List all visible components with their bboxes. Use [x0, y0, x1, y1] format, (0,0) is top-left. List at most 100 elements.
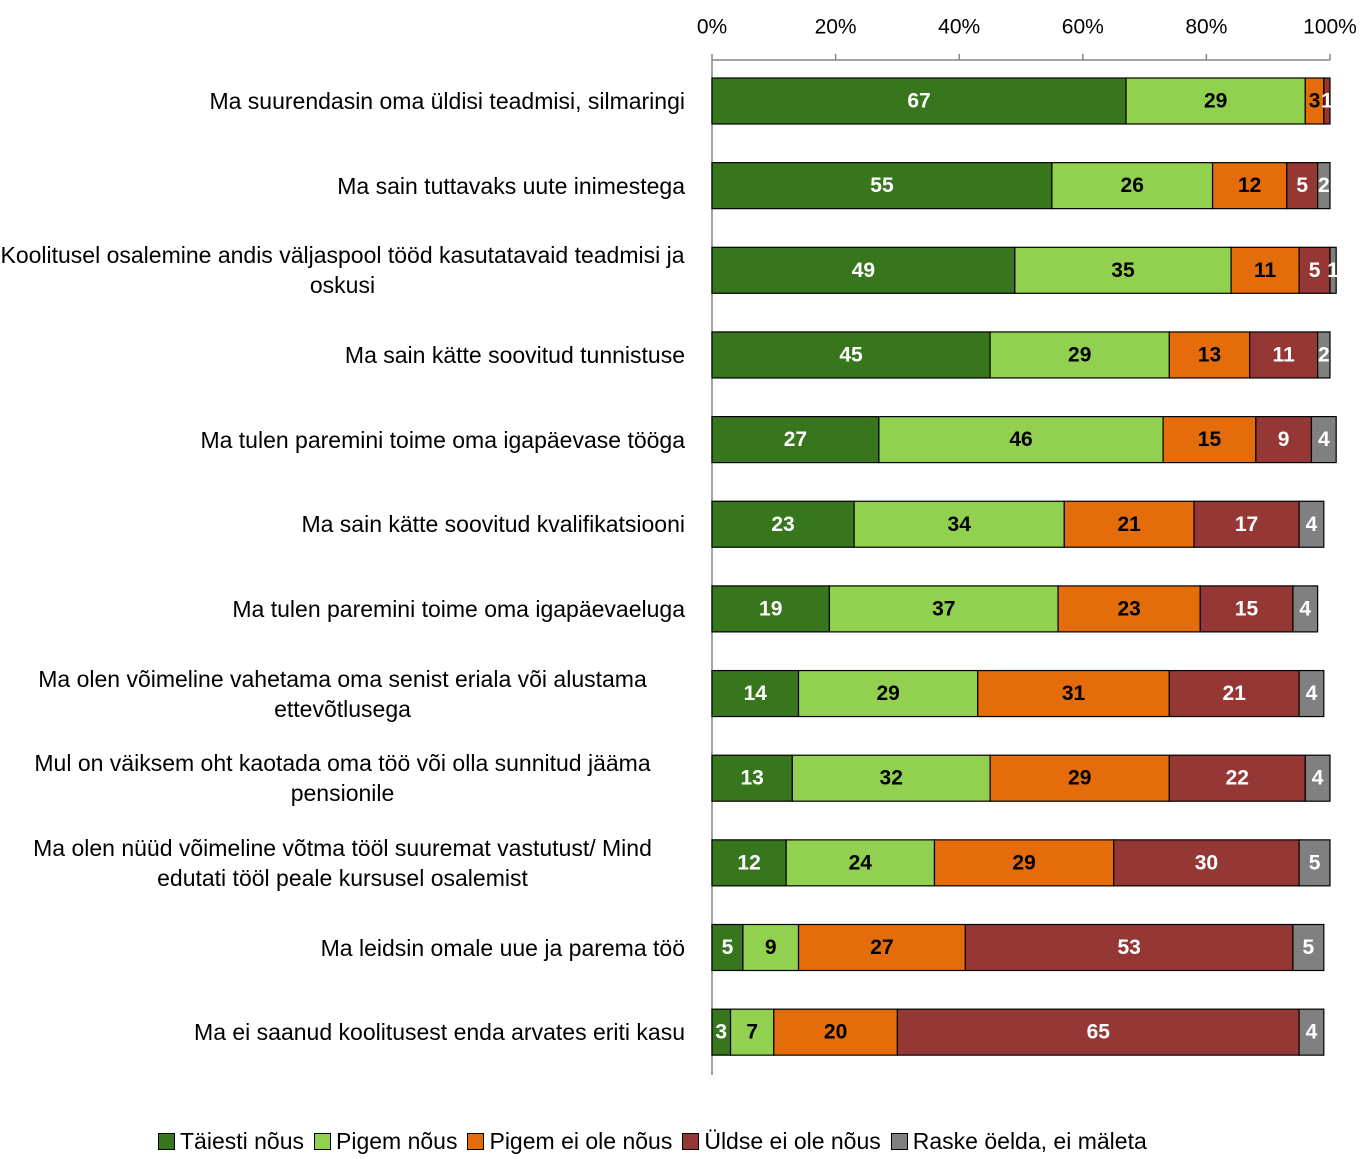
value-label: 31	[1062, 682, 1086, 705]
legend-label: Pigem nõus	[336, 1128, 458, 1154]
value-label: 5	[722, 936, 734, 959]
bar-segment	[989, 331, 1170, 379]
bar-segment	[1298, 500, 1325, 548]
category-label: Ma olen võimeline vahetama oma senist er…	[0, 654, 685, 734]
legend: Täiesti nõus Pigem nõus Pigem ei ole nõus Ü…	[158, 1128, 1147, 1155]
value-label: 7	[746, 1021, 758, 1044]
value-label: 32	[880, 767, 903, 790]
bar-segment	[711, 77, 1127, 125]
bar-segment	[977, 669, 1170, 718]
bar-segment	[1063, 500, 1195, 548]
value-label: 4	[1306, 513, 1318, 536]
value-label: 12	[1238, 174, 1261, 197]
value-label: 19	[759, 597, 782, 620]
legend-item: Pigem nõus	[314, 1128, 457, 1155]
value-label: 53	[1117, 936, 1140, 959]
value-label: 22	[1226, 767, 1249, 790]
bar-segment	[711, 416, 880, 464]
category-text: Ma ei saanud koolitusest enda arvates er…	[194, 1019, 685, 1046]
bar-segment	[964, 923, 1294, 972]
bar-segment	[711, 585, 831, 633]
category-text: Ma sain kätte soovitud tunnistuse	[344, 341, 685, 368]
value-label: 35	[1111, 259, 1135, 282]
value-label: 5	[1309, 851, 1321, 874]
value-label: 3	[715, 1021, 727, 1044]
bar-segment	[1168, 754, 1306, 802]
legend-item: Täiesti nõus	[158, 1128, 304, 1155]
bar-segment	[729, 1008, 775, 1056]
legend-swatch	[314, 1133, 332, 1150]
x-tick-label: 40%	[938, 16, 980, 39]
value-label: 55	[870, 174, 894, 197]
value-label: 46	[1009, 428, 1032, 451]
category-text: Koolitusel osalemine andis väljaspool tö…	[0, 242, 685, 299]
bar-segment	[896, 1008, 1300, 1056]
category-label: Ma suurendasin oma üldisi teadmisi, silm…	[0, 61, 685, 141]
bar-segment	[1168, 669, 1300, 718]
value-label: 29	[1012, 851, 1035, 874]
value-label: 15	[1235, 597, 1259, 620]
x-tick-label: 0%	[697, 16, 727, 39]
legend-swatch	[890, 1133, 908, 1150]
value-label: 37	[932, 597, 955, 620]
value-label: 9	[1278, 428, 1290, 451]
bar-segment	[1249, 331, 1319, 379]
value-label: 29	[1068, 343, 1091, 366]
bar-segment	[1255, 416, 1313, 464]
value-label: 67	[907, 90, 930, 113]
bar-segment	[1230, 246, 1300, 294]
legend-item: Pigem ei ole nõus	[467, 1128, 672, 1155]
value-label: 23	[1117, 597, 1140, 620]
bar-segment	[828, 585, 1059, 633]
value-label: 5	[1303, 936, 1315, 959]
value-label: 45	[839, 343, 863, 366]
category-text: Mul on väiksem oht kaotada oma töö või o…	[34, 750, 651, 807]
value-label: 27	[784, 428, 807, 451]
legend-item: Üldse ei ole nõus	[682, 1128, 881, 1155]
legend-label: Üldse ei ole nõus	[704, 1128, 881, 1154]
value-label: 30	[1195, 851, 1218, 874]
x-tick-label: 80%	[1185, 16, 1227, 39]
bar-segment	[1298, 1008, 1325, 1056]
bar-segment	[853, 500, 1065, 548]
bar-segment	[1323, 77, 1331, 125]
bar-segment	[933, 839, 1115, 887]
value-label: 49	[852, 259, 875, 282]
value-label: 29	[1204, 90, 1227, 113]
bar-segment	[1051, 162, 1214, 210]
category-text: Ma leidsin omale uue ja parema töö	[320, 934, 685, 961]
category-text: Ma tulen paremini toime oma igapäevase t…	[200, 426, 685, 453]
value-label: 12	[737, 851, 760, 874]
x-tick-label: 60%	[1062, 16, 1104, 39]
bar-segment	[1199, 585, 1294, 633]
value-label: 2	[1318, 343, 1330, 366]
category-label: Ma tulen paremini toime oma igapäevaelug…	[0, 569, 685, 649]
bar-segment	[711, 162, 1053, 210]
value-label: 4	[1306, 1021, 1318, 1044]
bar-segment	[1162, 416, 1257, 464]
value-label: 4	[1306, 682, 1318, 705]
category-label: Ma sain tuttavaks uute inimestega	[0, 146, 685, 226]
bar-segment	[711, 669, 800, 718]
value-label: 11	[1254, 259, 1277, 282]
value-label: 34	[948, 513, 972, 536]
bar-segment	[1304, 754, 1331, 802]
bar-segment	[1057, 585, 1201, 633]
bar-segment	[1317, 331, 1331, 379]
category-label: Koolitusel osalemine andis väljaspool tö…	[0, 230, 685, 310]
value-label: 13	[1198, 343, 1221, 366]
legend-label: Täiesti nõus	[180, 1128, 305, 1154]
value-label: 23	[771, 513, 794, 536]
legend-swatch	[158, 1133, 175, 1150]
legend-swatch	[467, 1133, 485, 1150]
category-text: Ma sain kätte soovitud kvalifikatsiooni	[301, 511, 685, 538]
bar-segment	[1298, 839, 1331, 887]
bar-segment	[711, 500, 855, 548]
bar-segment	[1014, 246, 1232, 294]
category-label: Ma sain kätte soovitud tunnistuse	[0, 315, 685, 395]
bar-segment	[1310, 416, 1337, 464]
value-label: 21	[1223, 682, 1247, 705]
legend-swatch	[682, 1133, 700, 1150]
